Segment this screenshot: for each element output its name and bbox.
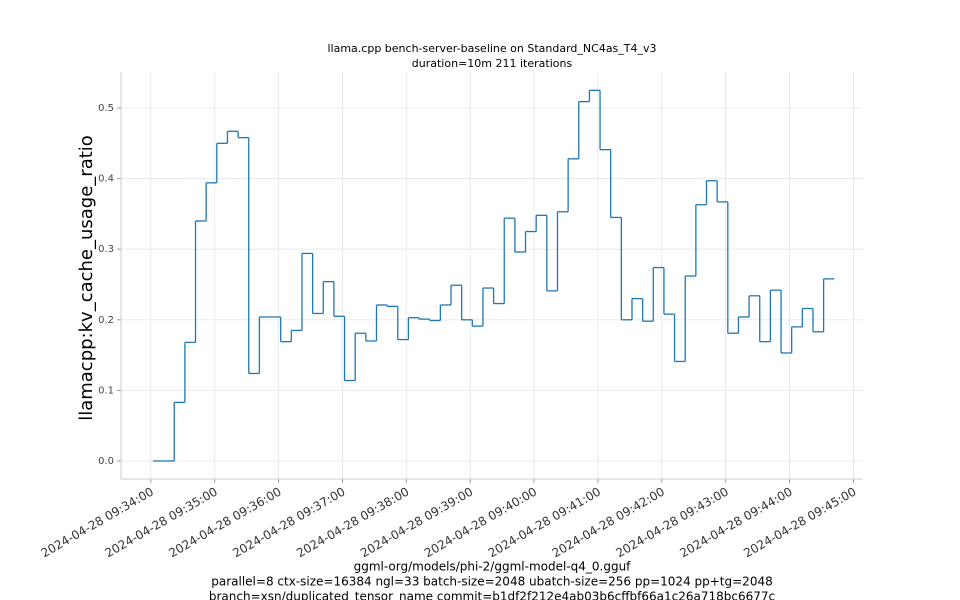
y-axis-label: llamacpp:kv_cache_usage_ratio [76,135,97,421]
x-tick-label: 2024-04-28 09:45:00 [741,485,858,561]
x-tick-label: 2024-04-28 09:42:00 [550,485,667,561]
x-axis-label: parallel=8 ctx-size=16384 ngl=33 batch-s… [211,575,772,589]
x-tick-label: 2024-04-28 09:36:00 [166,485,283,561]
x-tick-label: 2024-04-28 09:35:00 [103,485,220,561]
x-tick-label: 2024-04-28 09:37:00 [230,485,347,561]
x-tick-label: 2024-04-28 09:43:00 [614,485,731,561]
y-tick-label: 0.5 [98,103,114,114]
x-tick-label: 2024-04-28 09:39:00 [358,485,475,561]
y-tick-label: 0.1 [98,385,114,396]
chart-title: llama.cpp bench-server-baseline on Stand… [327,42,656,55]
x-tick-label: 2024-04-28 09:34:00 [39,485,156,561]
chart-subtitle: duration=10m 211 iterations [412,57,573,70]
y-tick-label: 0.3 [98,244,114,255]
x-tick-label: 2024-04-28 09:40:00 [422,485,539,561]
x-tick-label: 2024-04-28 09:44:00 [677,485,794,561]
x-tick-label: 2024-04-28 09:41:00 [486,485,603,561]
x-tick-label: 2024-04-28 09:38:00 [294,485,411,561]
x-axis-label: ggml-org/models/phi-2/ggml-model-q4_0.gg… [354,560,632,574]
y-tick-label: 0.2 [98,315,114,326]
y-tick-label: 0.4 [98,174,114,185]
x-axis-label: branch=xsn/duplicated_tensor_name commit… [209,590,775,600]
y-tick-label: 0.0 [98,456,114,467]
